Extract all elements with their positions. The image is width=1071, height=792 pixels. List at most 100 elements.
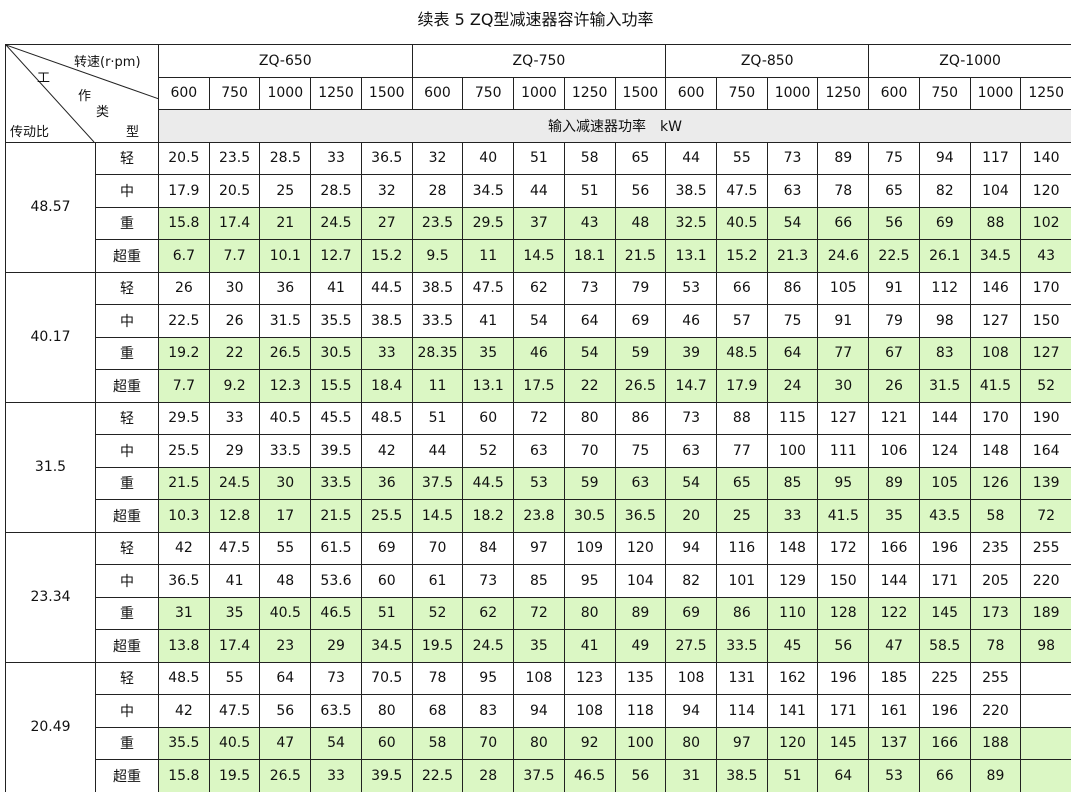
value-cell: 86: [614, 401, 667, 435]
value-cell: 104: [614, 564, 667, 598]
value-cell: 112: [918, 271, 971, 305]
value-cell: 35: [868, 499, 920, 533]
value-cell: 66: [817, 206, 870, 240]
value-cell: 78: [969, 629, 1022, 663]
value-cell: 56: [614, 759, 667, 792]
value-cell: 166: [868, 531, 920, 565]
value-cell: 72: [513, 596, 565, 630]
value-cell: 39.5: [360, 759, 413, 792]
value-cell: 126: [969, 466, 1022, 500]
value-cell: 44: [411, 434, 464, 468]
corner-label: 作: [78, 89, 92, 104]
value-cell: 48.5: [715, 336, 768, 370]
type-cell: 轻: [95, 661, 159, 695]
value-cell: 127: [817, 401, 870, 435]
value-cell: 108: [563, 694, 616, 728]
value-cell: 14.7: [665, 369, 717, 403]
value-cell: 28: [462, 759, 515, 792]
value-cell: 37: [513, 206, 565, 240]
value-cell: 255: [969, 661, 1022, 695]
value-cell: 73: [766, 141, 819, 175]
value-cell: 24.6: [817, 239, 870, 273]
value-cell: 41: [462, 304, 515, 338]
value-cell: 60: [462, 401, 515, 435]
value-cell: 11: [411, 369, 464, 403]
value-cell: 72: [1020, 499, 1071, 533]
type-cell: 中: [95, 174, 159, 208]
value-cell: 146: [969, 271, 1022, 305]
value-cell: 51: [563, 174, 616, 208]
value-cell: 196: [918, 531, 971, 565]
data-row: 超重 7.7 9.2 12.3 15.5 18.4 11 13.1 17.5 22 26.5 14.7…: [6, 369, 1071, 403]
value-cell: 48: [259, 564, 312, 598]
value-cell: 98: [1020, 629, 1071, 663]
value-cell: 65: [715, 466, 768, 500]
value-cell: 56: [259, 694, 312, 728]
data-row: 中 17.9 20.5 25 28.5 32 28 34.5 44 51 56 38.5 47.5 63 7…: [6, 174, 1071, 208]
value-cell: 21.3: [766, 239, 819, 273]
value-cell: 58: [411, 726, 464, 760]
value-cell: 56: [817, 629, 870, 663]
value-cell: 58.5: [918, 629, 971, 663]
type-cell: 轻: [95, 271, 159, 305]
value-cell: 54: [766, 206, 819, 240]
value-cell: 56: [614, 174, 667, 208]
value-cell: 25.5: [360, 499, 413, 533]
ratio-cell: 20.49: [5, 661, 96, 792]
value-cell: 13.1: [665, 239, 717, 273]
value-cell: 123: [563, 661, 616, 695]
value-cell: 53: [868, 759, 920, 792]
type-cell: 重: [95, 206, 159, 240]
value-cell: 34.5: [360, 629, 413, 663]
value-cell: 37.5: [513, 759, 565, 792]
value-cell: 54: [563, 336, 616, 370]
value-cell: 41: [310, 271, 362, 305]
value-cell: 30: [817, 369, 870, 403]
value-cell: 22.5: [411, 759, 464, 792]
value-cell: 89: [969, 759, 1022, 792]
value-cell: 196: [918, 694, 971, 728]
value-cell: 78: [817, 174, 870, 208]
value-cell: 59: [614, 336, 667, 370]
speed-header: 1500: [360, 76, 413, 110]
value-cell: 95: [817, 466, 870, 500]
value-cell: 36.5: [614, 499, 667, 533]
value-cell: 145: [918, 596, 971, 630]
speed-header: 750: [462, 76, 515, 110]
value-cell: 51: [766, 759, 819, 792]
value-cell: 84: [462, 531, 515, 565]
data-row: 重 31 35 40.5 46.5 51 52 62 72 80 89 69 86 110 128 122 14…: [6, 596, 1071, 630]
value-cell: 32: [360, 174, 413, 208]
value-cell: 25.5: [158, 434, 210, 468]
value-cell: 51: [411, 401, 464, 435]
data-row: 中 36.5 41 48 53.6 60 61 73 85 95 104 82 101 129 150 144…: [6, 564, 1071, 598]
data-row: 超重 10.3 12.8 17 21.5 25.5 14.5 18.2 23.8 30.5 36.5…: [6, 499, 1071, 533]
value-cell: 12.8: [208, 499, 261, 533]
value-cell: 26.5: [614, 369, 667, 403]
value-cell: 55: [259, 531, 312, 565]
value-cell: 35: [462, 336, 515, 370]
value-cell: 13.8: [158, 629, 210, 663]
value-cell: 42: [360, 434, 413, 468]
speed-row: 600 750 1000 1250 1500 600 750 1000 1250 1500 600 7…: [6, 76, 1071, 110]
ratio-cell: 40.17: [5, 271, 96, 403]
value-cell: 88: [969, 206, 1022, 240]
type-cell: 重: [95, 466, 159, 500]
diagonal-line: [6, 45, 158, 100]
value-cell: 117: [969, 141, 1022, 175]
group-header: ZQ-850: [665, 44, 870, 78]
value-cell: 47.5: [462, 271, 515, 305]
value-cell: 23.5: [208, 141, 261, 175]
speed-header: 600: [411, 76, 464, 110]
value-cell: 54: [665, 466, 717, 500]
value-cell: 35: [208, 596, 261, 630]
value-cell: 118: [614, 694, 667, 728]
data-row: 20.49 轻 48.5 55 64 73 70.5 78 95 108 123 135 108 131 1…: [5, 661, 1071, 792]
value-cell: 105: [918, 466, 971, 500]
value-cell: 88: [715, 401, 768, 435]
corner-cell: 转速(r·pm) 工作类型 传动比: [5, 44, 159, 143]
value-cell: 47.5: [208, 694, 261, 728]
value-cell: 30.5: [563, 499, 616, 533]
value-cell: 40.5: [259, 401, 312, 435]
value-cell: 129: [766, 564, 819, 598]
